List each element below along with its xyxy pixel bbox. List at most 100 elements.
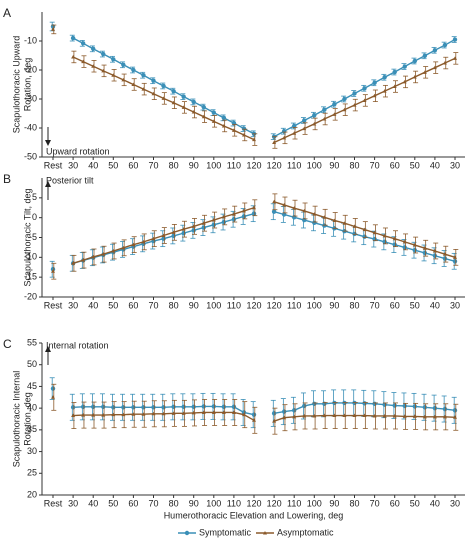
marker: [181, 230, 186, 236]
panel-label: C: [3, 337, 12, 351]
marker: [231, 128, 236, 132]
y-axis-label: Rotation, deg: [22, 392, 32, 446]
marker: [91, 64, 96, 68]
marker: [251, 211, 257, 216]
axis-line: [41, 178, 465, 298]
marker: [352, 400, 357, 406]
marker: [292, 206, 297, 210]
marker: [121, 245, 126, 250]
marker: [422, 246, 427, 250]
marker: [342, 107, 347, 112]
marker: [453, 56, 457, 60]
marker: [91, 254, 96, 259]
marker: [382, 75, 387, 80]
marker: [352, 413, 357, 418]
marker: [392, 84, 397, 89]
marker: [141, 412, 146, 416]
x-tick-label: 90: [329, 160, 339, 170]
panel-label: A: [3, 6, 11, 20]
marker: [453, 255, 457, 259]
marker: [251, 412, 257, 417]
x-tick-label: Rest: [44, 498, 63, 508]
marker: [372, 401, 377, 406]
marker: [111, 248, 116, 253]
marker: [322, 413, 327, 418]
marker: [392, 69, 397, 75]
marker: [211, 404, 216, 409]
marker: [292, 408, 297, 413]
marker: [432, 414, 437, 419]
x-tick-label: 90: [329, 498, 339, 508]
marker: [442, 61, 447, 65]
annotation-arrowhead: [45, 140, 51, 146]
x-tick-label: Rest: [44, 300, 63, 310]
x-tick-label: 110: [227, 160, 241, 170]
marker: [362, 401, 367, 406]
panel-label: B: [3, 172, 11, 186]
marker: [151, 78, 156, 83]
x-tick-label: 120: [246, 498, 261, 508]
marker: [442, 414, 447, 419]
marker: [372, 80, 377, 85]
x-tick-label: 40: [430, 498, 440, 508]
x-tick-label: 90: [189, 160, 199, 170]
y-tick-label: -20: [24, 291, 37, 301]
marker: [241, 412, 246, 417]
x-tick-label: 30: [68, 160, 78, 170]
marker: [272, 419, 277, 423]
x-tick-label: 80: [169, 300, 179, 310]
marker: [131, 412, 136, 416]
marker: [422, 405, 428, 410]
marker: [372, 413, 377, 418]
marker: [382, 233, 387, 238]
marker: [412, 414, 417, 418]
marker: [372, 93, 377, 98]
x-tick-label: 90: [189, 300, 199, 310]
y-tick-label: 45: [27, 381, 37, 391]
marker: [392, 242, 397, 247]
marker: [161, 83, 166, 89]
marker: [181, 94, 186, 99]
marker: [121, 77, 126, 82]
marker: [81, 59, 86, 64]
marker: [101, 404, 106, 410]
x-tick-label: 50: [108, 160, 118, 170]
x-tick-label: 100: [307, 160, 322, 170]
marker: [312, 220, 317, 226]
marker: [271, 411, 277, 416]
x-tick-label: 40: [430, 160, 440, 170]
marker: [70, 35, 76, 41]
x-tick-label: 120: [267, 300, 282, 310]
marker: [442, 42, 448, 48]
marker: [171, 230, 176, 234]
marker: [382, 239, 387, 245]
y-tick-label: 25: [27, 468, 37, 478]
marker: [402, 403, 407, 409]
marker: [231, 212, 236, 216]
marker: [252, 418, 256, 422]
marker: [282, 202, 287, 207]
marker: [231, 404, 237, 410]
x-tick-label: 110: [227, 300, 241, 310]
marker: [161, 96, 166, 100]
marker: [51, 27, 55, 31]
x-tick-label: 60: [390, 498, 400, 508]
marker: [111, 57, 116, 62]
x-tick-label: 110: [227, 498, 241, 508]
marker: [131, 242, 136, 247]
x-tick-label: 60: [390, 300, 400, 310]
marker: [171, 100, 176, 105]
marker: [121, 62, 126, 67]
annotation: Upward rotation: [46, 146, 110, 156]
y-tick-label: -15: [24, 272, 37, 282]
y-axis-label: Scapulothoracic Internal: [11, 371, 21, 468]
marker: [452, 408, 458, 413]
marker: [141, 239, 146, 244]
x-tick-label: 100: [307, 300, 322, 310]
marker: [412, 243, 417, 247]
x-tick-label: 120: [267, 160, 282, 170]
x-axis-label: Humerothoracic Elevation and Lowering, d…: [164, 510, 344, 520]
x-tick-label: 90: [329, 300, 339, 310]
marker: [442, 252, 447, 256]
